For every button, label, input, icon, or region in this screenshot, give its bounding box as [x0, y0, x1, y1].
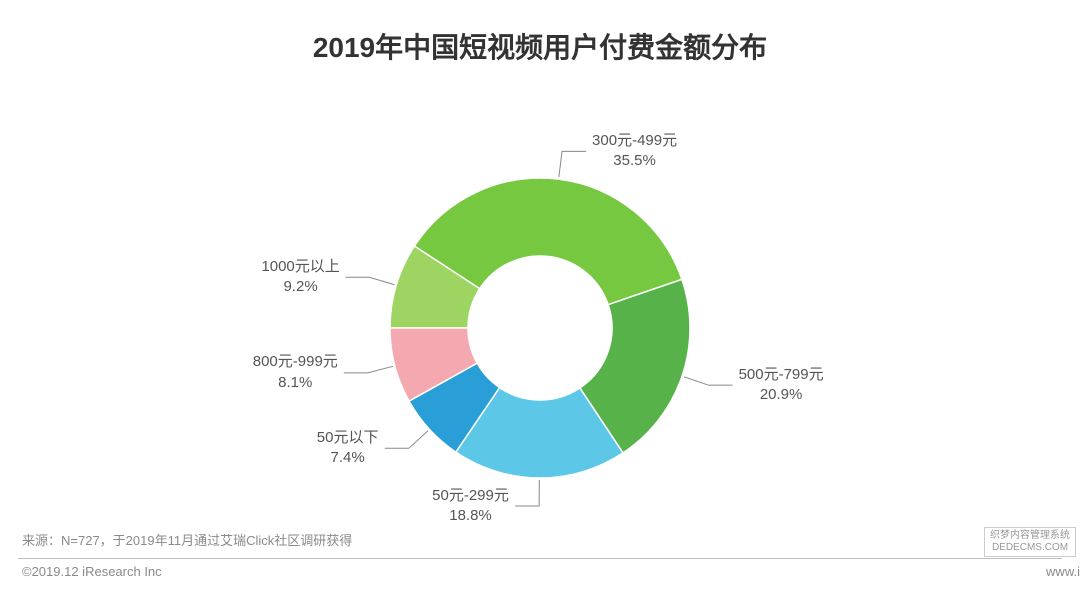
leader-line — [345, 277, 394, 284]
slice-label-value: 7.4% — [317, 448, 379, 468]
slice-label-name: 50元-299元 — [432, 486, 509, 506]
slice-label-name: 500元-799元 — [739, 365, 824, 385]
leader-line — [385, 431, 428, 449]
leader-line — [344, 366, 393, 373]
slice-label-value: 18.8% — [432, 506, 509, 526]
slice-label: 300元-499元35.5% — [592, 131, 677, 172]
leader-line — [515, 480, 539, 506]
slice-label: 500元-799元20.9% — [739, 365, 824, 406]
slice-label: 1000元以上9.2% — [261, 257, 339, 298]
watermark-line2: DEDECMS.COM — [990, 542, 1070, 554]
slice-label-name: 300元-499元 — [592, 131, 677, 151]
donut-chart: 1000元以上9.2%300元-499元35.5%500元-799元20.9%5… — [220, 108, 860, 528]
slice-label: 800元-999元8.1% — [253, 352, 338, 393]
leader-line — [684, 377, 733, 385]
copyright-text: ©2019.12 iResearch Inc — [22, 564, 162, 579]
watermark-badge: 织梦内容管理系统 DEDECMS.COM — [984, 527, 1076, 557]
page-title: 2019年中国短视频用户付费金额分布 — [0, 0, 1080, 66]
footer-divider — [18, 558, 1062, 559]
leader-line — [559, 151, 586, 177]
slice-label-value: 20.9% — [739, 385, 824, 405]
url-fragment: www.i — [1046, 564, 1080, 579]
slice-label-name: 1000元以上 — [261, 257, 339, 277]
slice-label-value: 35.5% — [592, 151, 677, 171]
slice-label-name: 50元以下 — [317, 428, 379, 448]
slice-label-value: 8.1% — [253, 373, 338, 393]
slice-label-value: 9.2% — [261, 277, 339, 297]
watermark-line1: 织梦内容管理系统 — [990, 530, 1070, 542]
slice-label-name: 800元-999元 — [253, 352, 338, 372]
slice-label: 50元以下7.4% — [317, 428, 379, 469]
slice-label: 50元-299元18.8% — [432, 486, 509, 527]
source-note: 来源：N=727，于2019年11月通过艾瑞Click社区调研获得 — [22, 530, 352, 549]
